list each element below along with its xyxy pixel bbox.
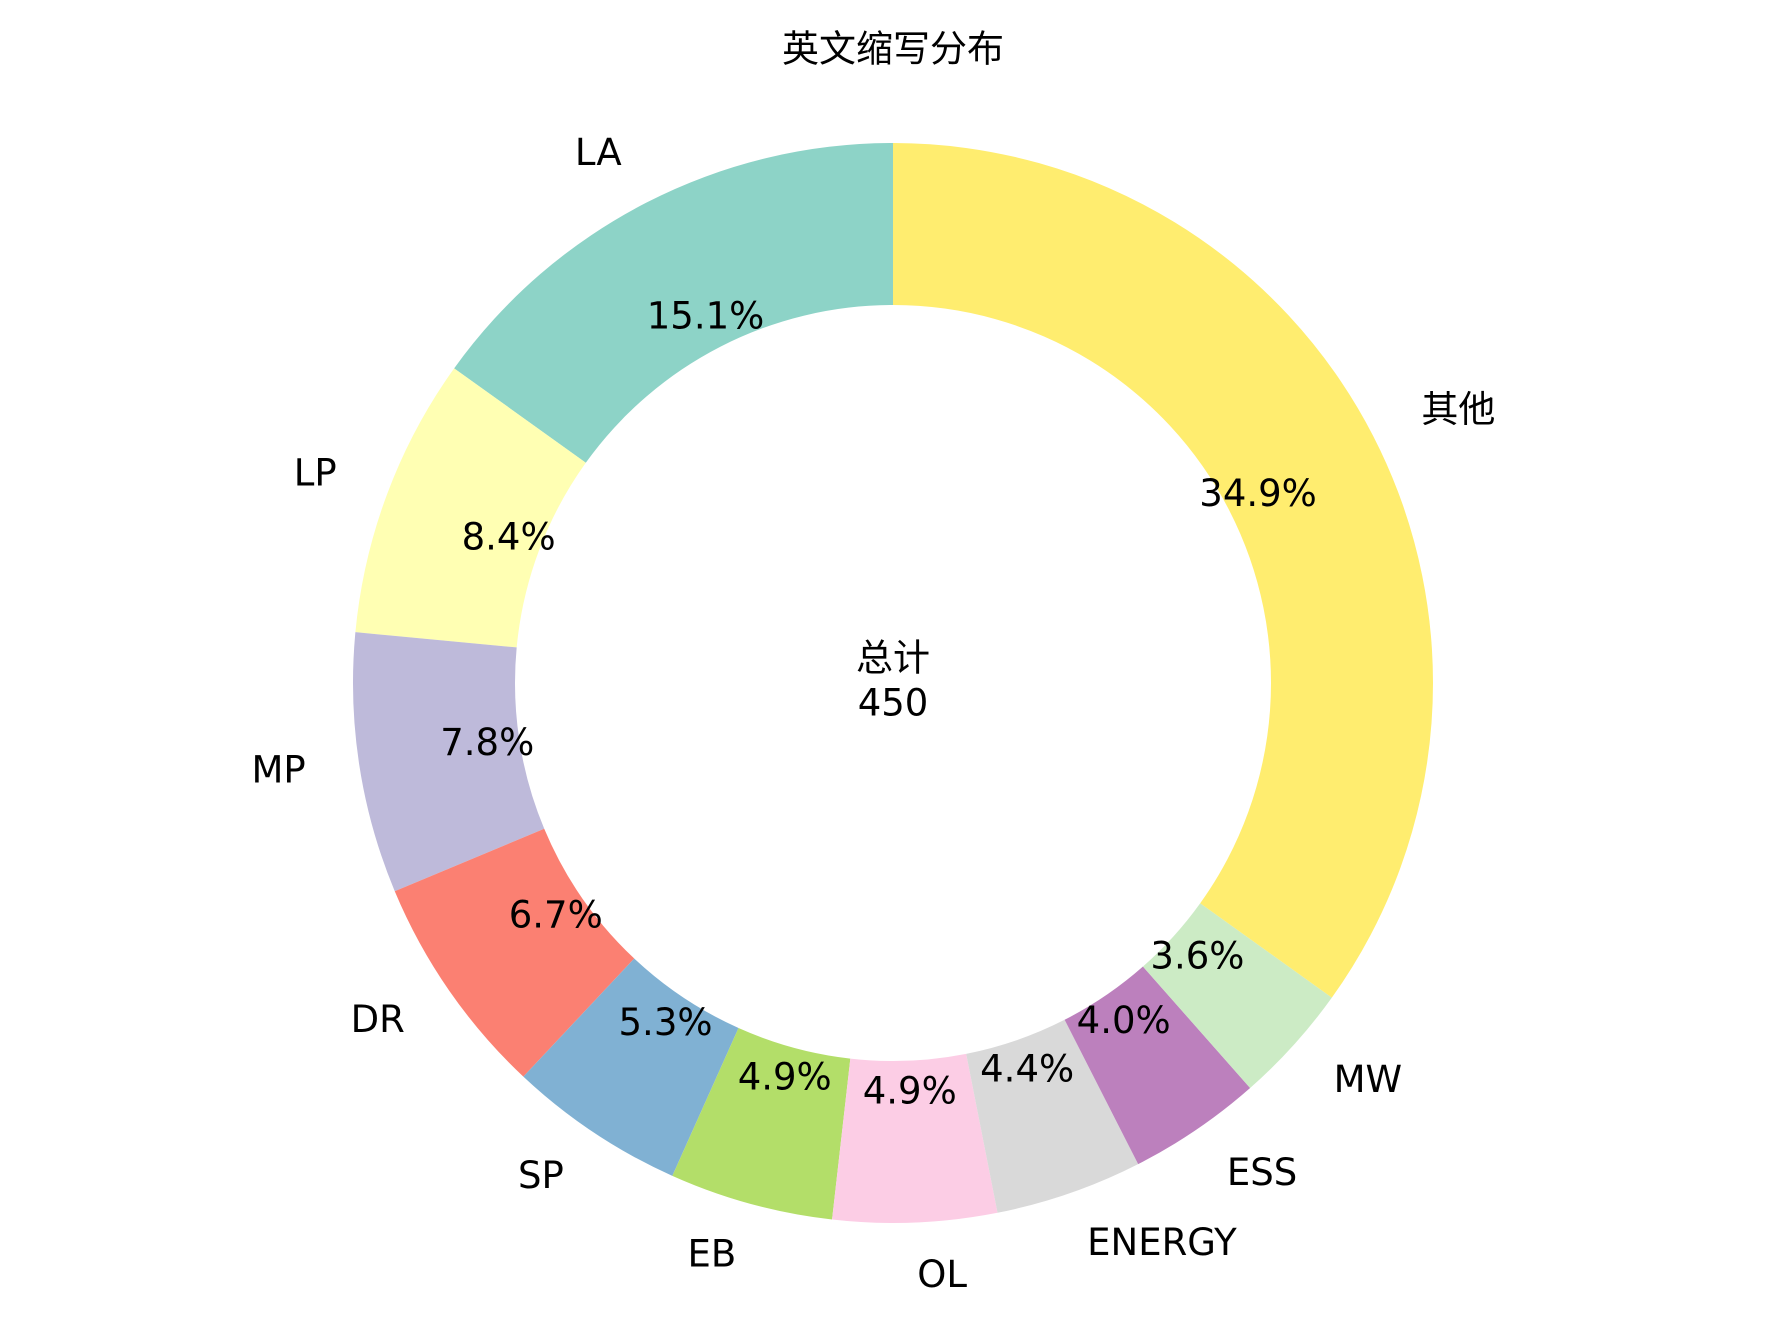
percent-label: 3.6% (1150, 935, 1244, 978)
percent-label: 8.4% (462, 516, 556, 559)
slice-label: DR (351, 998, 405, 1041)
percent-label: 7.8% (440, 721, 534, 764)
donut-slice (966, 1019, 1139, 1213)
slice-label: ENERGY (1087, 1221, 1237, 1264)
percent-label: 6.7% (509, 893, 603, 936)
slice-label: LP (294, 451, 337, 494)
center-total: 450 (858, 682, 929, 725)
donut-slice (355, 368, 586, 648)
slice-label: ESS (1227, 1151, 1297, 1194)
percent-label: 34.9% (1199, 472, 1317, 515)
slice-label: OL (917, 1253, 967, 1296)
donut-slice (394, 828, 635, 1077)
donut-slice (1142, 903, 1332, 1089)
percent-label: 4.9% (738, 1055, 832, 1098)
donut-slice (353, 632, 545, 892)
percent-label: 4.0% (1077, 999, 1171, 1042)
percent-label: 15.1% (647, 294, 765, 337)
donut-slice (454, 143, 893, 463)
percent-label: 4.9% (863, 1070, 957, 1113)
donut-slice (1064, 966, 1251, 1165)
donut-slice (523, 958, 739, 1176)
slice-label: SP (518, 1154, 564, 1197)
slice-label: EB (687, 1232, 736, 1275)
donut-slice (832, 1053, 998, 1223)
chart-title: 英文缩写分布 (782, 28, 1004, 71)
slice-label: MW (1334, 1058, 1403, 1101)
center-label: 总计 (856, 637, 930, 680)
percent-label: 5.3% (619, 1001, 713, 1044)
donut-slice (893, 143, 1433, 998)
slice-label: MP (251, 749, 305, 792)
donut-slice (672, 1027, 851, 1220)
slice-label: 其他 (1421, 388, 1495, 431)
slice-label: LA (575, 131, 622, 174)
percent-label: 4.4% (980, 1047, 1074, 1090)
